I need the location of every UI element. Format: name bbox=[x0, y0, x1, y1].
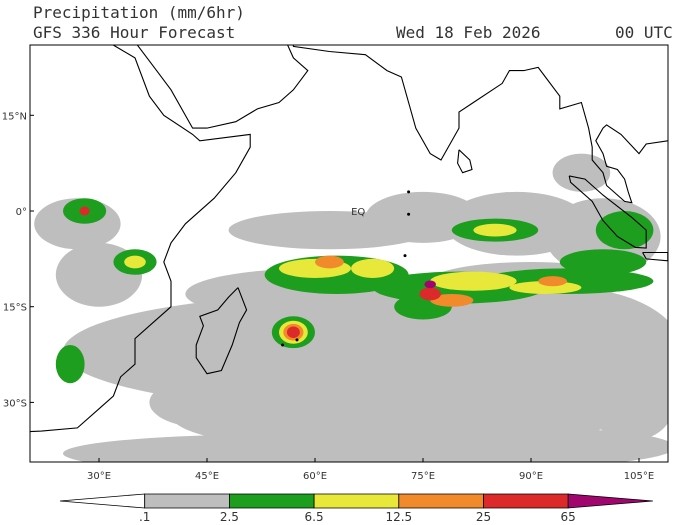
lon-label: 90°E bbox=[519, 471, 543, 482]
time: 00 UTC bbox=[615, 23, 673, 42]
date: Wed 18 Feb 2026 bbox=[396, 23, 541, 42]
precip-area bbox=[315, 255, 344, 269]
island bbox=[403, 254, 407, 258]
map-frame bbox=[29, 44, 669, 463]
precip-area bbox=[124, 255, 146, 269]
coastline bbox=[568, 175, 647, 249]
island bbox=[407, 212, 411, 216]
subtitle: GFS 336 Hour Forecast bbox=[33, 23, 235, 42]
precip-area bbox=[430, 271, 517, 291]
precip-area bbox=[538, 276, 567, 287]
island bbox=[281, 343, 285, 347]
precip-area bbox=[387, 427, 668, 462]
colorbar-segment bbox=[398, 493, 484, 509]
precip-area bbox=[424, 280, 436, 289]
colorbar-label: 25 bbox=[476, 510, 491, 524]
colorbar-segment bbox=[144, 493, 230, 509]
lat-label: 15°N bbox=[2, 111, 27, 122]
map-area bbox=[30, 45, 668, 462]
precip-area bbox=[430, 293, 474, 307]
precip-area bbox=[149, 376, 265, 428]
colorbar-label: .1 bbox=[139, 510, 150, 524]
coastline bbox=[195, 287, 248, 375]
colorbar-segment bbox=[229, 493, 315, 509]
precip-area bbox=[351, 258, 395, 278]
coastline bbox=[30, 45, 251, 433]
colorbar-label: 65 bbox=[561, 510, 576, 524]
coastline bbox=[136, 45, 309, 129]
precip-area bbox=[473, 223, 517, 237]
precip-area bbox=[286, 326, 300, 338]
colorbar-label: 2.5 bbox=[220, 510, 239, 524]
precip-area bbox=[595, 211, 654, 250]
lon-label: 105°E bbox=[624, 471, 654, 482]
lon-label: 30°E bbox=[87, 471, 111, 482]
colorbar-segment bbox=[567, 493, 653, 509]
title: Precipitation (mm/6hr) bbox=[33, 3, 245, 22]
precip-area bbox=[63, 434, 495, 462]
colorbar: .1 2.5 6.5 12.5 25 65 bbox=[59, 493, 653, 524]
colorbar-label: 6.5 bbox=[305, 510, 324, 524]
colorbar-segment bbox=[59, 493, 146, 509]
precip-area bbox=[79, 206, 90, 216]
island bbox=[407, 190, 411, 194]
lon-label: 60°E bbox=[303, 471, 327, 482]
equator-label: EQ bbox=[351, 207, 365, 218]
colorbar-segment bbox=[313, 493, 400, 509]
precip-area bbox=[55, 344, 85, 384]
precip-area bbox=[588, 364, 668, 441]
precip-area bbox=[559, 249, 647, 275]
lat-label: 15°S bbox=[3, 303, 27, 314]
colorbar-segment bbox=[483, 493, 569, 509]
island bbox=[295, 338, 299, 342]
precip-area bbox=[419, 287, 442, 301]
coastline bbox=[457, 149, 473, 174]
lat-label: 0° bbox=[16, 207, 27, 218]
coastline bbox=[292, 45, 668, 204]
lon-label: 75°E bbox=[411, 471, 435, 482]
lat-label: 30°S bbox=[3, 398, 27, 409]
colorbar-label: 12.5 bbox=[385, 510, 412, 524]
precip-area bbox=[552, 153, 611, 192]
lon-label: 45°E bbox=[195, 471, 219, 482]
